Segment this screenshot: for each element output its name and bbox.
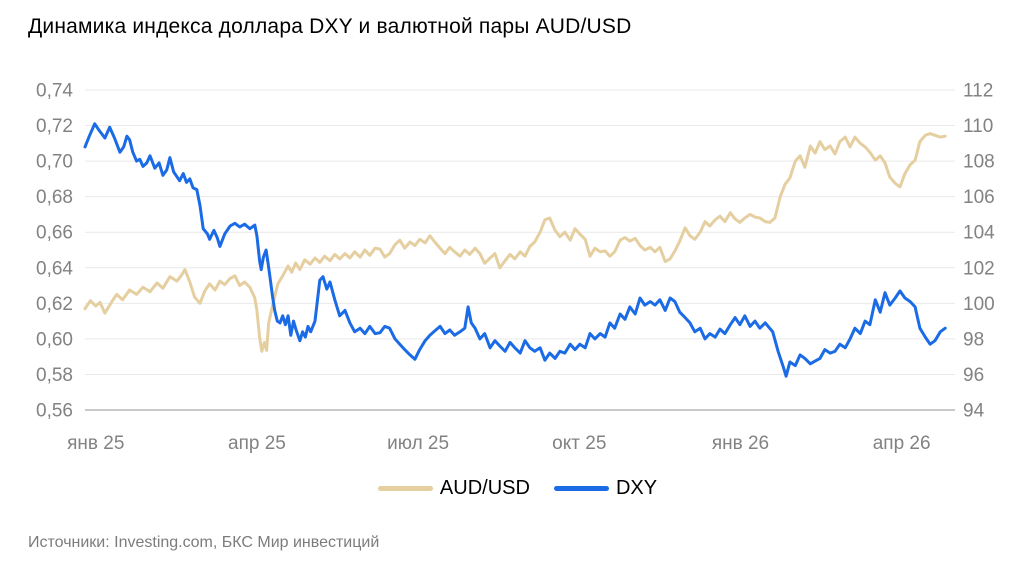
y-right-tick-label: 112 [963,81,993,102]
chart-legend: AUD/USD DXY [85,477,950,500]
y-right-tick-label: 100 [963,294,995,315]
x-tick-label: янв 26 [712,433,769,454]
y-right-tick-label: 106 [963,187,995,208]
legend-label-dxy: DXY [615,477,658,499]
y-right-tick-label: 96 [963,365,984,386]
y-right-tick-label: 102 [963,258,995,279]
audusd-line [83,132,947,353]
y-right-tick-label: 104 [963,223,995,244]
legend-label-audusd: AUD/USD [439,477,530,499]
y-left-tick-label: 0,64 [36,258,73,279]
x-tick-label: июл 25 [387,433,449,454]
y-left-tick-label: 0,72 [36,116,73,137]
y-right-tick-label: 108 [963,152,995,173]
y-left-tick-label: 0,74 [36,81,73,102]
audusd-line-sample-icon [377,486,433,491]
y-left-tick-label: 0,66 [36,223,73,244]
y-left-tick-label: 0,58 [36,365,73,386]
y-left-tick-label: 0,62 [36,294,73,315]
chart-title: Динамика индекса доллара DXY и валютной … [28,15,632,38]
y-right-tick-label: 110 [963,116,993,137]
x-tick-label: апр 26 [873,433,931,454]
x-tick-label: янв 25 [67,433,124,454]
legend-item-dxy: DXY [553,477,658,500]
source-note: Источники: Investing.com, БКС Мир инвест… [28,534,380,551]
dxy-line-sample-icon [553,486,609,491]
dxy-line [83,122,947,378]
y-right-tick-label: 98 [963,329,984,350]
x-tick-label: окт 25 [552,433,606,454]
y-left-tick-label: 0,56 [36,401,73,422]
y-right-tick-label: 94 [963,401,985,422]
y-left-tick-label: 0,70 [36,152,73,173]
x-tick-label: апр 25 [228,433,286,454]
legend-item-audusd: AUD/USD [377,477,530,500]
y-left-tick-label: 0,68 [36,187,73,208]
y-left-tick-label: 0,60 [36,329,73,350]
